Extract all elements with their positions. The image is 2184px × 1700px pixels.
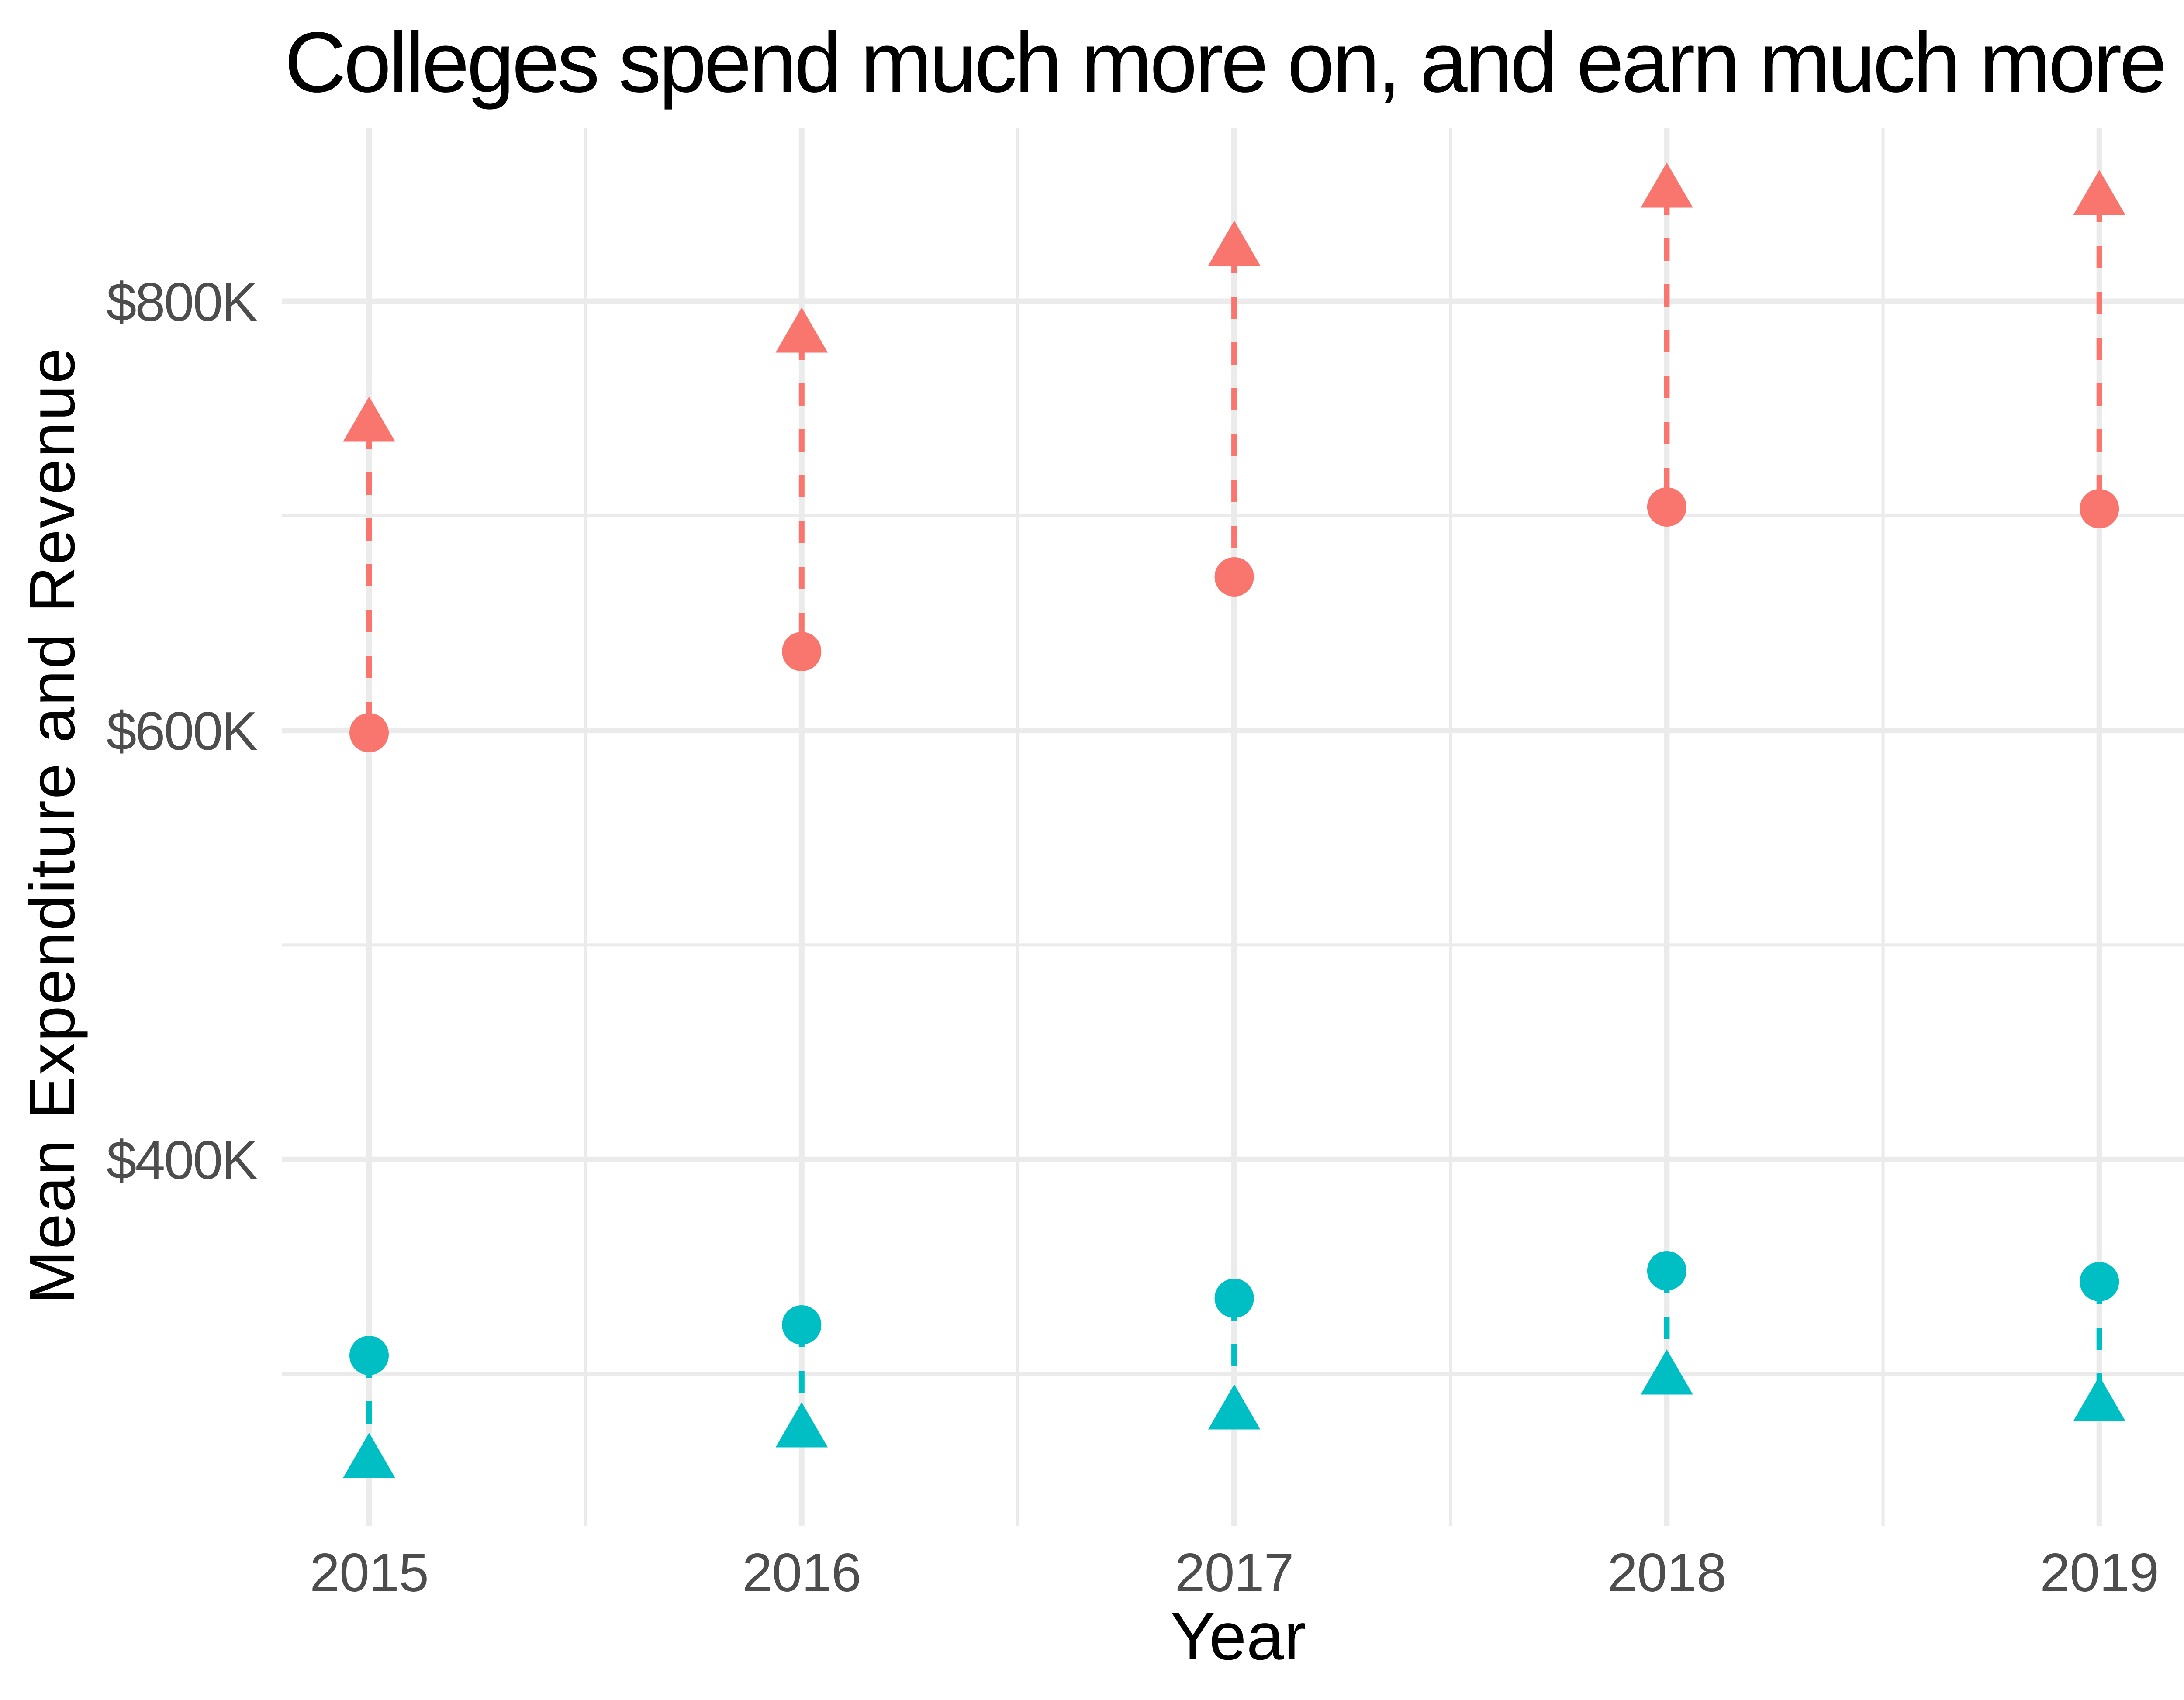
svg-text:$600K: $600K (106, 701, 257, 762)
svg-text:Colleges spend much more on, a: Colleges spend much more on, and earn mu… (284, 14, 2184, 110)
svg-text:Mean Expenditure and Revenue: Mean Expenditure and Revenue (17, 347, 88, 1304)
svg-text:$400K: $400K (106, 1131, 257, 1191)
svg-text:$800K: $800K (106, 272, 257, 332)
svg-text:Year: Year (1170, 1599, 1306, 1674)
svg-text:2018: 2018 (1607, 1543, 1726, 1603)
svg-text:2015: 2015 (310, 1543, 429, 1603)
svg-text:2019: 2019 (2040, 1543, 2159, 1603)
svg-text:2017: 2017 (1175, 1543, 1294, 1603)
svg-text:2016: 2016 (742, 1543, 861, 1603)
